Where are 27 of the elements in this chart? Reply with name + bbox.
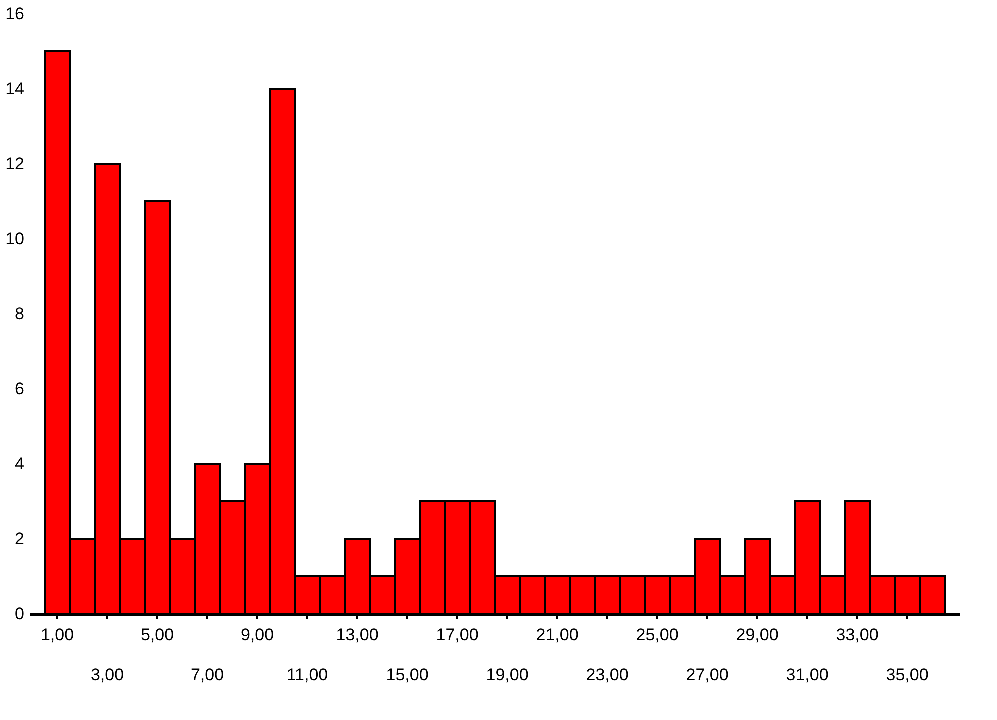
x-tick-label: 11,00	[286, 666, 328, 684]
x-tick-label: 17,00	[436, 626, 479, 644]
y-tick-label: 16	[6, 4, 24, 24]
x-tick-label: 31,00	[786, 666, 829, 684]
x-tick-label: 33,00	[836, 626, 879, 644]
y-tick-label: 2	[15, 530, 24, 548]
y-tick-label: 0	[15, 604, 24, 624]
x-tick-label: 3,00	[90, 666, 124, 684]
x-tick-label: 23,00	[586, 666, 629, 684]
x-tick-label: 19,00	[486, 666, 529, 684]
x-tick-label: 27,00	[686, 666, 729, 684]
x-tick-label: 1,00	[40, 626, 74, 644]
y-tick-label: 8	[15, 304, 24, 324]
y-tick-label: 4	[15, 454, 24, 474]
y-tick-label: 12	[6, 154, 24, 174]
x-tick-label: 35,00	[886, 666, 929, 684]
x-tick-label: 13,00	[336, 626, 379, 644]
y-tick-label: 14	[6, 80, 24, 98]
y-tick-label: 10	[6, 230, 24, 248]
x-tick-label: 9,00	[240, 626, 274, 644]
x-tick-label: 29,00	[736, 626, 779, 644]
x-tick-label: 7,00	[190, 666, 224, 684]
x-tick-label: 5,00	[140, 626, 174, 644]
x-tick-label: 15,00	[386, 666, 429, 684]
y-tick-label: 6	[15, 380, 24, 398]
x-tick-label: 25,00	[636, 626, 679, 644]
x-tick-label: 21,00	[536, 626, 579, 644]
